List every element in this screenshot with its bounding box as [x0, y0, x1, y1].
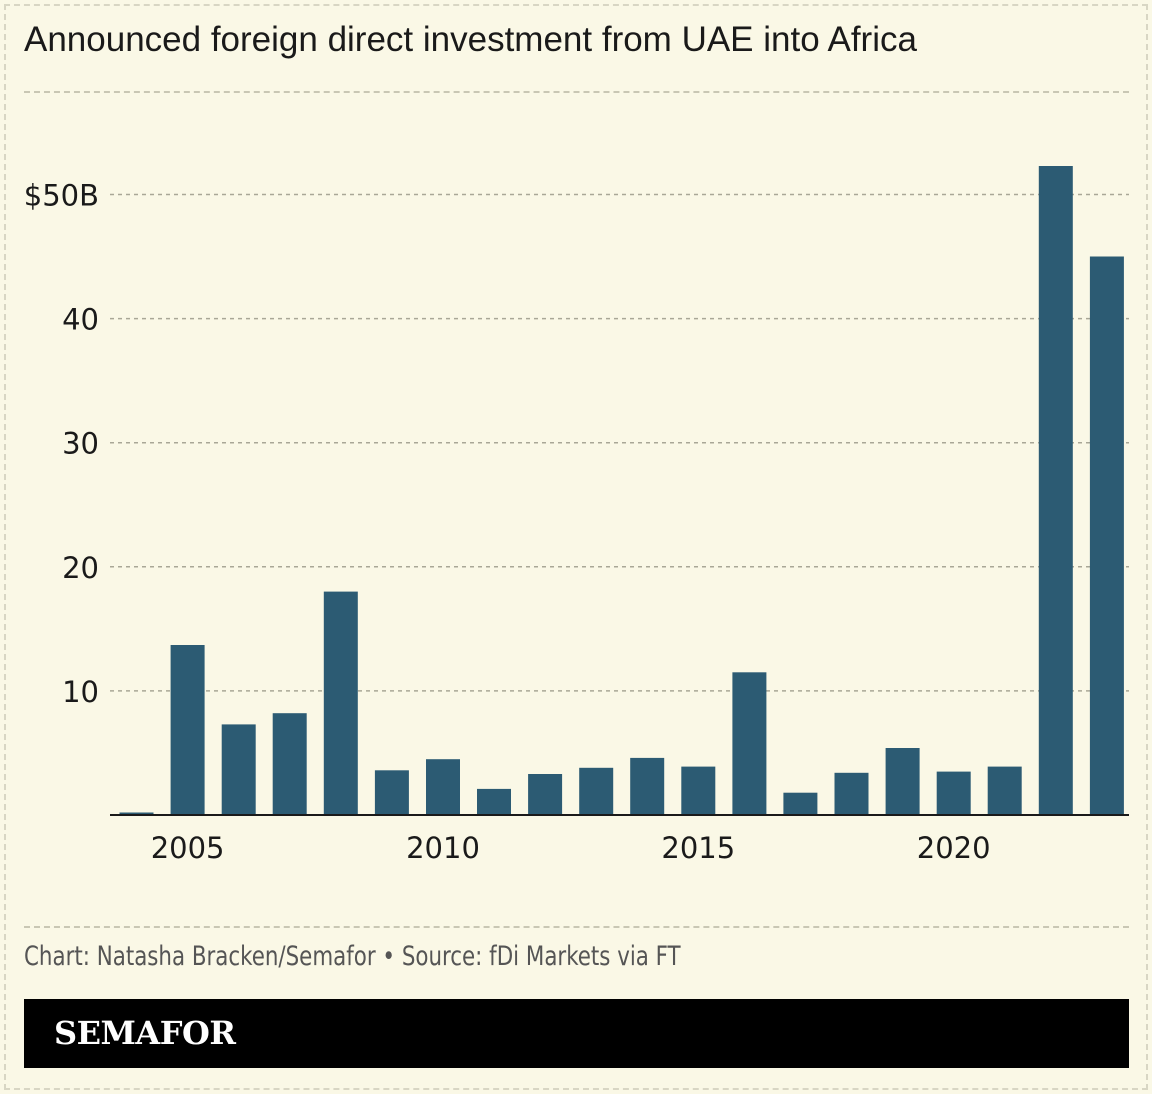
bar-2012: [528, 774, 563, 815]
bar-2011: [477, 788, 511, 815]
bar-2023: [1089, 256, 1124, 815]
bar-2010: [426, 759, 460, 815]
brand-footer: SEMAFOR: [24, 999, 1129, 1068]
bar-2013: [579, 767, 614, 815]
y-tick-label: 10: [62, 675, 99, 709]
bar-2015: [681, 766, 716, 815]
top-divider: [24, 91, 1129, 93]
bar-2021: [987, 766, 1022, 815]
bar-2020: [936, 771, 971, 815]
y-axis-labels: 10 20 30 40 $50B: [24, 179, 99, 709]
x-tick-label-2020: 2020: [917, 831, 991, 865]
bar-2007: [272, 713, 307, 815]
semafor-logo: SEMAFOR: [54, 1014, 236, 1052]
gridlines: [110, 193, 1129, 692]
y-tick-label: 20: [62, 551, 99, 585]
bar-chart: 10 20 30 40 $50B 2005 2010 2015 2020: [24, 166, 1129, 865]
bar-2009: [374, 770, 409, 815]
bar-2014: [630, 757, 665, 815]
y-tick-label: 40: [62, 303, 99, 337]
chart-frame: [4, 4, 1148, 1090]
bar-2018: [834, 772, 869, 815]
x-tick-label-2005: 2005: [151, 831, 225, 865]
bar-2006: [221, 724, 256, 815]
bar-2017: [783, 792, 818, 815]
bar-2019: [885, 748, 920, 815]
bars: [119, 166, 1124, 815]
bar-2022: [1038, 166, 1073, 815]
bar-2004: [119, 812, 154, 815]
bottom-divider: [24, 926, 1129, 928]
x-tick-label-2010: 2010: [406, 831, 480, 865]
bar-2008: [323, 591, 358, 815]
y-tick-label: 30: [62, 427, 99, 461]
chart-title: Announced foreign direct investment from…: [24, 20, 917, 59]
bar-2016: [732, 672, 767, 815]
x-tick-label-2015: 2015: [661, 831, 735, 865]
y-tick-label: $50B: [24, 179, 99, 213]
bar-2005: [170, 645, 205, 815]
x-axis-labels: 2005 2010 2015 2020: [151, 831, 991, 865]
source-credit: Chart: Natasha Bracken/Semafor • Source:…: [24, 941, 681, 972]
